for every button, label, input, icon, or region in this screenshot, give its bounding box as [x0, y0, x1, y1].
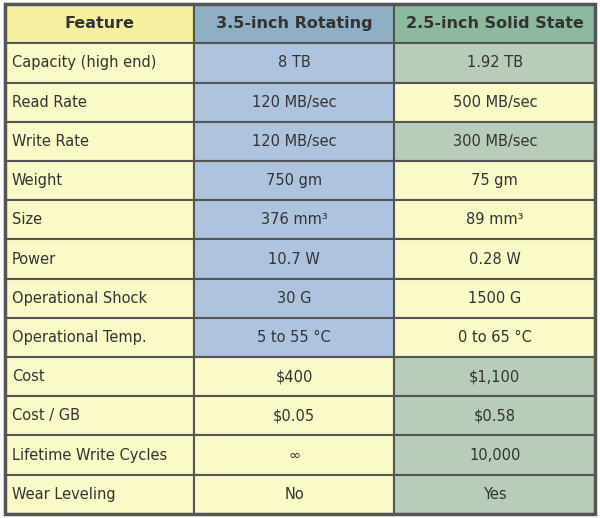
Text: ∞: ∞	[288, 448, 300, 463]
Text: 2.5-inch Solid State: 2.5-inch Solid State	[406, 16, 584, 31]
Bar	[5, 4, 194, 44]
Text: $0.58: $0.58	[474, 408, 516, 423]
Text: 120 MB/sec: 120 MB/sec	[252, 134, 337, 149]
Bar	[394, 357, 595, 396]
Text: $400: $400	[275, 369, 313, 384]
Text: 0.28 W: 0.28 W	[469, 252, 521, 266]
Text: 120 MB/sec: 120 MB/sec	[252, 95, 337, 110]
Text: $1,100: $1,100	[469, 369, 520, 384]
Bar	[394, 279, 595, 318]
Bar	[394, 239, 595, 279]
Text: 300 MB/sec: 300 MB/sec	[452, 134, 537, 149]
Text: Operational Temp.: Operational Temp.	[12, 330, 146, 345]
Text: Weight: Weight	[12, 173, 63, 188]
Bar	[394, 474, 595, 514]
Bar	[194, 474, 394, 514]
Bar	[194, 44, 394, 82]
Text: 3.5-inch Rotating: 3.5-inch Rotating	[216, 16, 373, 31]
Bar	[5, 396, 194, 436]
Text: Yes: Yes	[483, 487, 506, 502]
Bar	[194, 396, 394, 436]
Text: 10.7 W: 10.7 W	[268, 252, 320, 266]
Bar	[194, 82, 394, 122]
Text: Write Rate: Write Rate	[12, 134, 89, 149]
Text: 500 MB/sec: 500 MB/sec	[452, 95, 537, 110]
Text: 8 TB: 8 TB	[278, 55, 310, 70]
Text: Size: Size	[12, 212, 42, 227]
Text: No: No	[284, 487, 304, 502]
Text: 30 G: 30 G	[277, 291, 311, 306]
Bar	[5, 279, 194, 318]
Bar	[5, 436, 194, 474]
Text: Power: Power	[12, 252, 56, 266]
Text: 5 to 55 °C: 5 to 55 °C	[257, 330, 331, 345]
Bar	[194, 279, 394, 318]
Bar	[394, 82, 595, 122]
Text: Feature: Feature	[64, 16, 134, 31]
Bar	[194, 318, 394, 357]
Bar	[5, 239, 194, 279]
Bar	[5, 82, 194, 122]
Text: 376 mm³: 376 mm³	[261, 212, 328, 227]
Text: 750 gm: 750 gm	[266, 173, 322, 188]
Bar	[194, 161, 394, 200]
Bar	[394, 396, 595, 436]
Bar	[394, 122, 595, 161]
Bar	[394, 161, 595, 200]
Bar	[5, 44, 194, 82]
Bar	[194, 239, 394, 279]
Bar	[194, 4, 394, 44]
Bar	[5, 122, 194, 161]
Text: Cost: Cost	[12, 369, 44, 384]
Bar	[394, 200, 595, 239]
Bar	[5, 200, 194, 239]
Bar	[394, 318, 595, 357]
Text: $0.05: $0.05	[273, 408, 315, 423]
Text: Operational Shock: Operational Shock	[12, 291, 147, 306]
Text: 0 to 65 °C: 0 to 65 °C	[458, 330, 532, 345]
Bar	[194, 357, 394, 396]
Bar	[394, 4, 595, 44]
Text: Capacity (high end): Capacity (high end)	[12, 55, 157, 70]
Bar	[5, 357, 194, 396]
Text: Wear Leveling: Wear Leveling	[12, 487, 116, 502]
Text: Read Rate: Read Rate	[12, 95, 87, 110]
Bar	[394, 436, 595, 474]
Bar	[194, 436, 394, 474]
Bar	[194, 122, 394, 161]
Text: 1500 G: 1500 G	[468, 291, 521, 306]
Text: Lifetime Write Cycles: Lifetime Write Cycles	[12, 448, 167, 463]
Text: 75 gm: 75 gm	[472, 173, 518, 188]
Bar	[394, 44, 595, 82]
Text: 10,000: 10,000	[469, 448, 521, 463]
Bar	[5, 318, 194, 357]
Bar	[5, 161, 194, 200]
Bar	[194, 200, 394, 239]
Text: 89 mm³: 89 mm³	[466, 212, 524, 227]
Text: 1.92 TB: 1.92 TB	[467, 55, 523, 70]
Bar	[5, 474, 194, 514]
Text: Cost / GB: Cost / GB	[12, 408, 80, 423]
